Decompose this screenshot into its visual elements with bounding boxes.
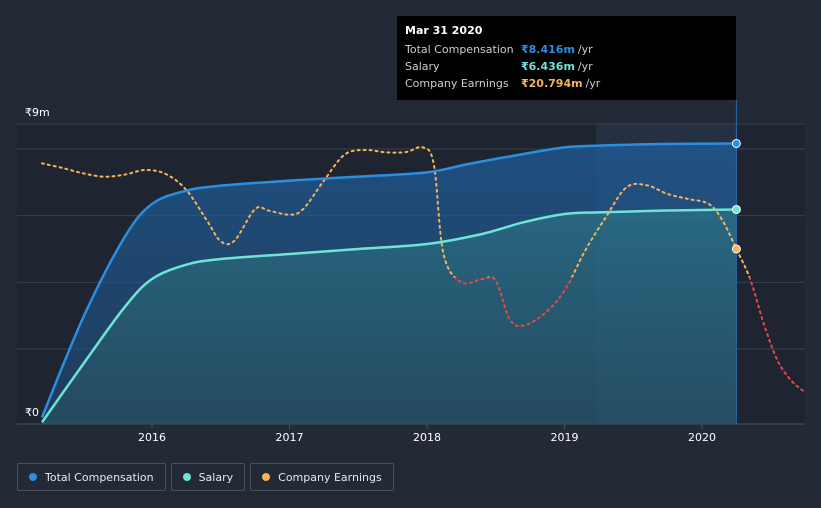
x-tick-label: 2017 xyxy=(276,431,304,444)
tooltip-value: ₹6.436m xyxy=(521,60,575,73)
x-tick-label: 2020 xyxy=(688,431,716,444)
legend-dot-icon xyxy=(262,473,271,481)
legend-dot-icon xyxy=(29,473,37,481)
tooltip-unit: /yr xyxy=(585,77,601,90)
line-salary xyxy=(40,208,737,424)
tooltip-label: Salary xyxy=(405,60,440,73)
legend-item-total-compensation[interactable]: Total Compensation xyxy=(17,463,166,491)
tooltip-label: Total Compensation xyxy=(405,43,514,56)
chart-tooltip: Mar 31 2020 Total Compensation ₹8.416m /… xyxy=(397,16,736,100)
area-salary xyxy=(42,209,737,424)
tooltip-date: Mar 31 2020 xyxy=(405,24,483,37)
x-tick-label: 2016 xyxy=(138,431,166,444)
legend-dot-icon xyxy=(182,473,191,481)
tooltip-label: Company Earnings xyxy=(405,77,509,90)
marker-company-earnings xyxy=(731,244,741,254)
x-tick-label: 2019 xyxy=(551,431,579,444)
marker-salary xyxy=(731,204,741,214)
legend-item-company-earnings[interactable]: Company Earnings xyxy=(250,463,394,491)
legend-label: Salary xyxy=(198,470,234,484)
legend-label: Total Compensation xyxy=(45,470,154,484)
tooltip-unit: /yr xyxy=(577,60,593,73)
chart-legend: Total Compensation Salary Company Earnin… xyxy=(17,463,394,491)
legend-label: Company Earnings xyxy=(278,470,382,484)
y-tick-label: ₹9m xyxy=(25,106,50,119)
marker-total-compensation xyxy=(731,138,741,148)
line-total-compensation xyxy=(40,142,737,418)
tooltip-row-total: Total Compensation ₹8.416m /yr xyxy=(405,41,728,58)
tooltip-row-earnings: Company Earnings ₹20.794m /yr xyxy=(405,75,728,92)
tooltip-row-salary: Salary ₹6.436m /yr xyxy=(405,58,728,75)
tooltip-value: ₹20.794m xyxy=(521,77,583,90)
tooltip-value: ₹8.416m xyxy=(521,43,575,56)
y-tick-label: ₹0 xyxy=(25,406,39,419)
tooltip-unit: /yr xyxy=(577,43,593,56)
line-company-earnings xyxy=(41,145,751,278)
x-tick-label: 2018 xyxy=(413,431,441,444)
legend-item-salary[interactable]: Salary xyxy=(170,463,246,491)
